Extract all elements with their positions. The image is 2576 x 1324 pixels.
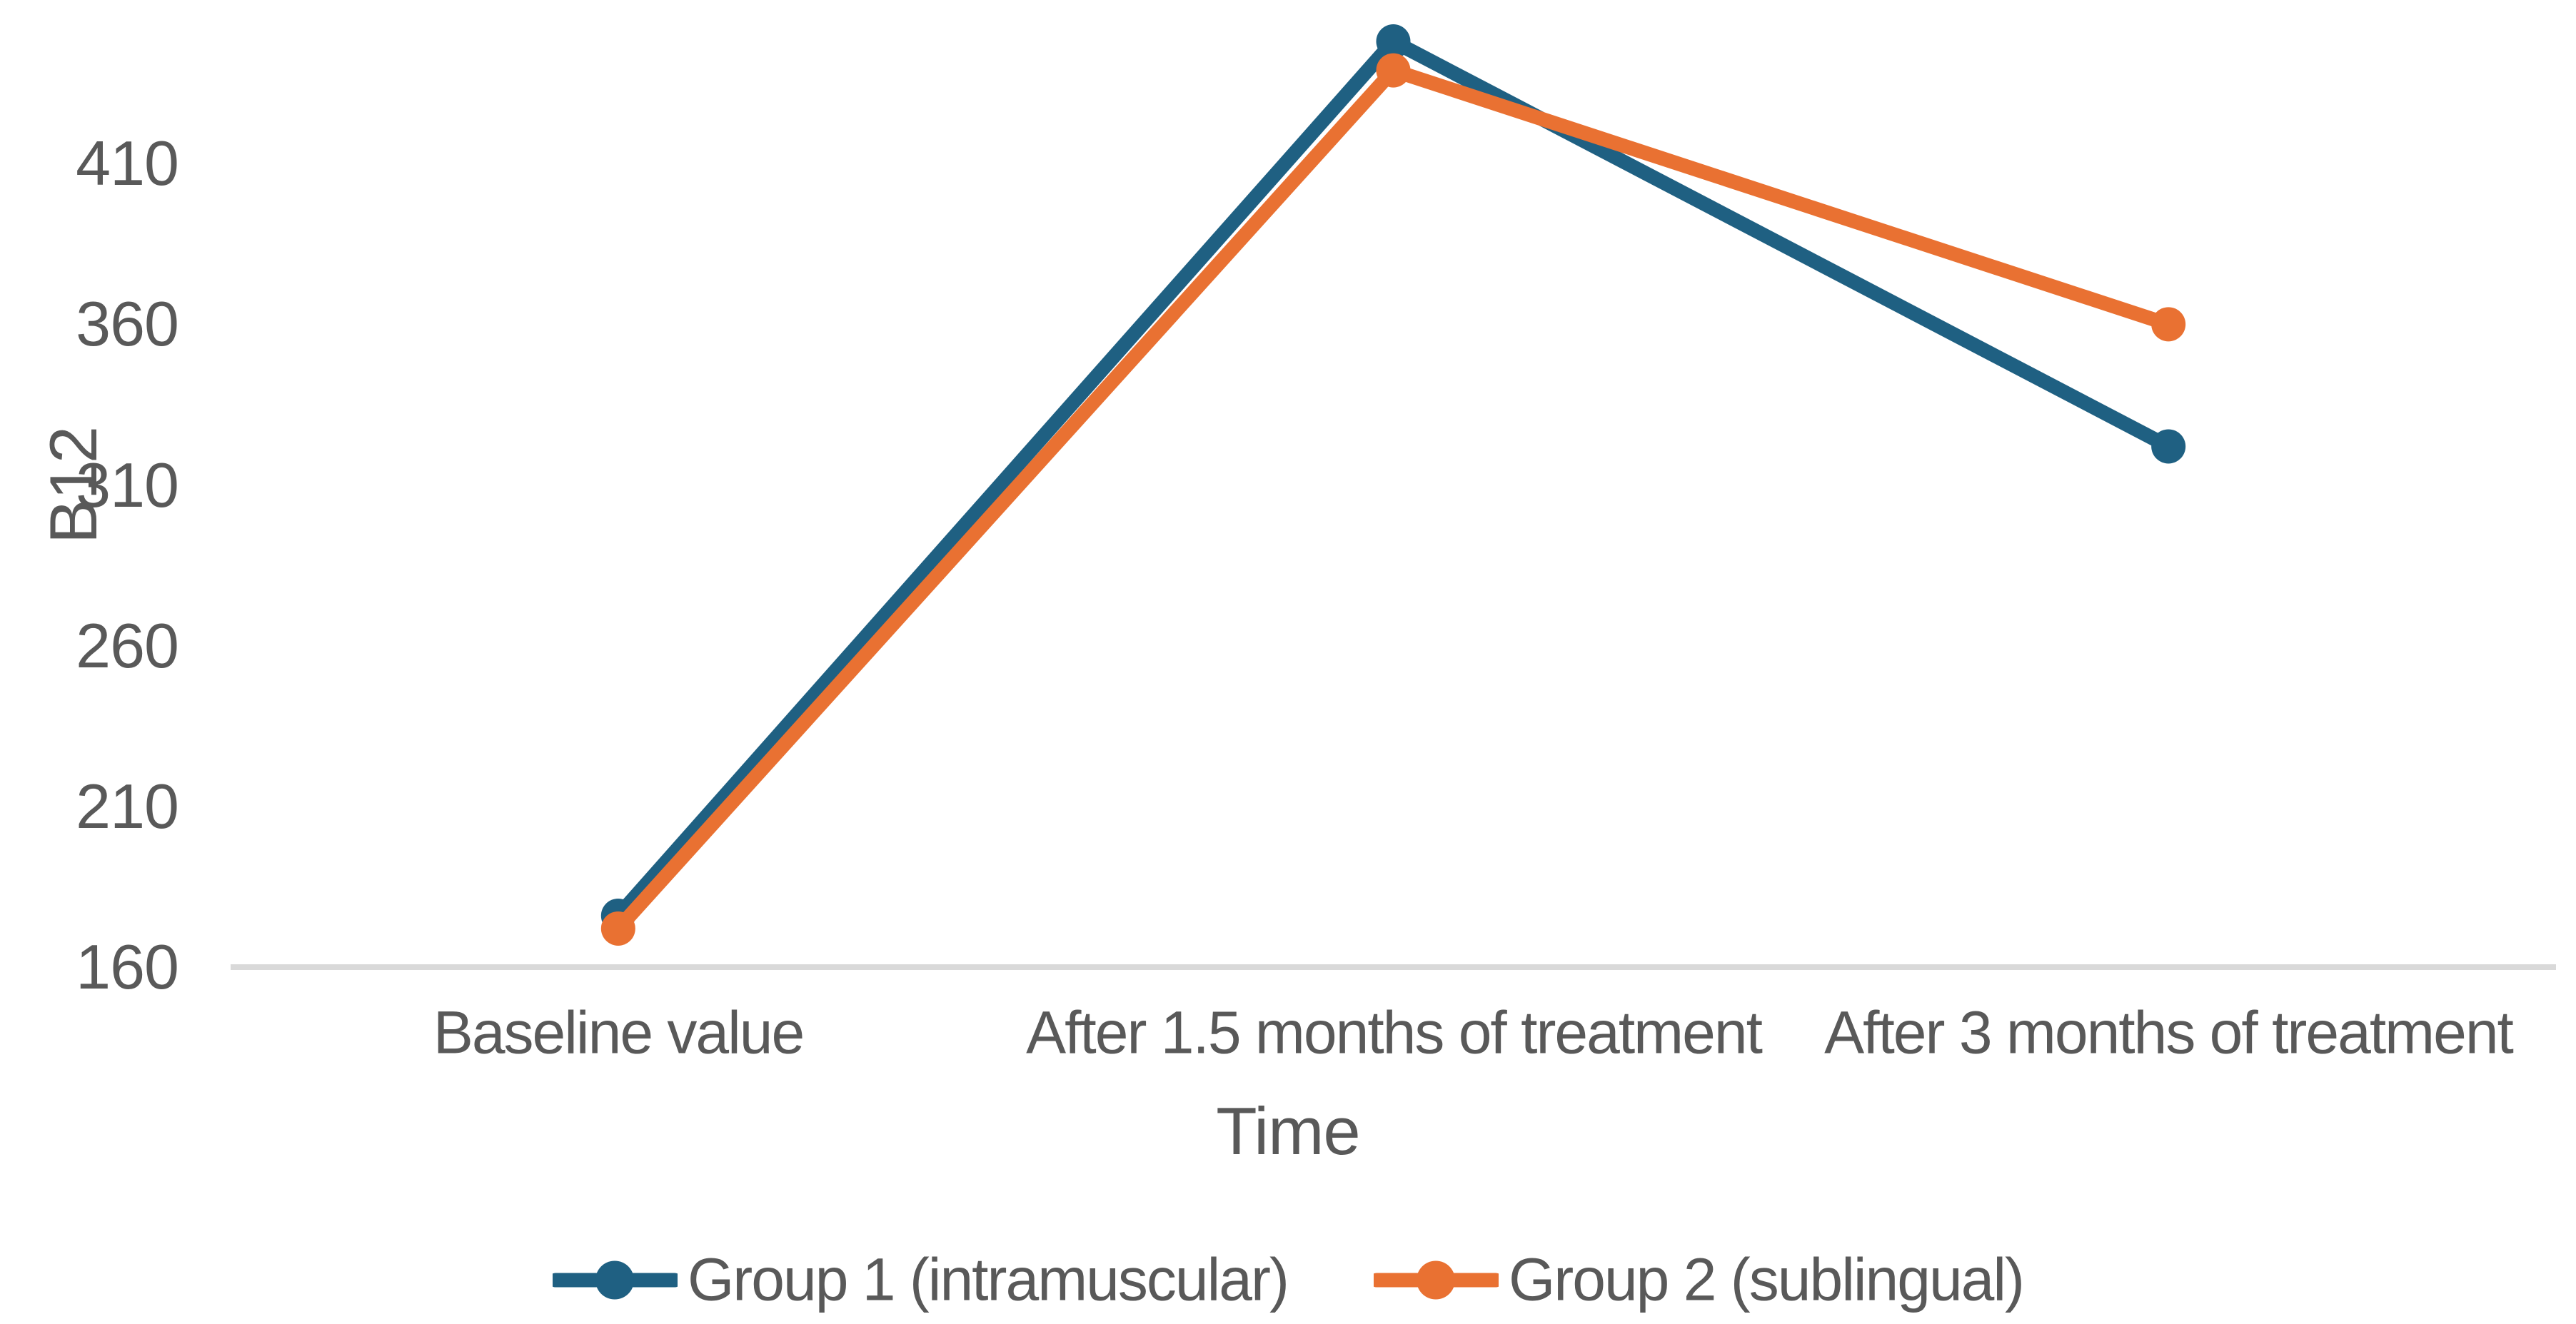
legend-item-group1: Group 1 (intramuscular) — [552, 1245, 1289, 1315]
x-category-label: After 1.5 months of treatment — [1026, 999, 1763, 1066]
legend-label: Group 1 (intramuscular) — [687, 1245, 1289, 1313]
data-point-series2-1 — [1376, 53, 1411, 88]
series-line-2 — [610, 63, 2176, 936]
y-tick-label: 360 — [76, 288, 179, 359]
y-tick-label: 410 — [76, 128, 179, 198]
y-tick-label: 310 — [76, 450, 179, 520]
y-axis-title: B12 — [36, 426, 111, 545]
x-category-label: After 3 months of treatment — [1824, 999, 2514, 1066]
y-tick-label: 210 — [76, 771, 179, 842]
legend-label: Group 2 (sublingual) — [1508, 1245, 2025, 1313]
data-point-series2-2 — [2151, 307, 2186, 342]
data-point-series2-0 — [600, 911, 635, 946]
x-axis-title: Time — [1216, 1093, 1360, 1168]
data-point-series1-1 — [1376, 24, 1411, 59]
x-category-label: Baseline value — [433, 999, 805, 1066]
data-point-series1-2 — [2151, 429, 2186, 464]
legend: Group 1 (intramuscular) Group 2 (subling… — [0, 1245, 2576, 1315]
y-tick-label: 160 — [76, 931, 179, 1002]
legend-line-marker-icon — [552, 1260, 678, 1299]
legend-line-marker-icon — [1373, 1260, 1499, 1299]
series-line-1 — [610, 34, 2176, 923]
series-layer — [600, 24, 2186, 946]
y-tick-label: 260 — [76, 610, 179, 681]
legend-item-group2: Group 2 (sublingual) — [1373, 1245, 2025, 1315]
